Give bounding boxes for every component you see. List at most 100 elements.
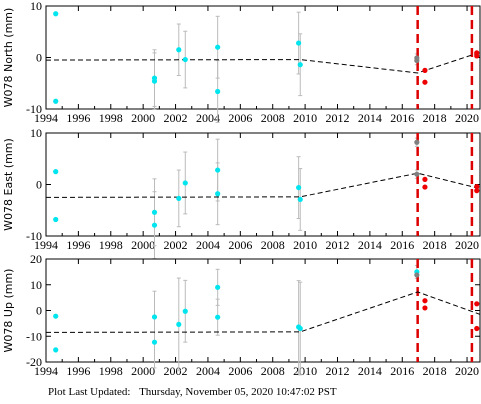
y-axis-label: W078 North (mm) (2, 8, 15, 108)
data-point (414, 272, 420, 278)
x-tick-label: 2010 (293, 111, 317, 125)
x-tick-label: 1994 (34, 364, 58, 378)
data-point (215, 284, 221, 290)
data-point (53, 98, 59, 104)
data-point (53, 347, 59, 353)
plot-frame (45, 132, 481, 237)
data-point (414, 57, 420, 64)
x-tick-label: 1998 (99, 238, 123, 252)
data-point (474, 53, 480, 59)
footer-label: Plot Last Updated: (48, 386, 131, 398)
x-tick-label: 2006 (228, 364, 252, 378)
y-tick-label: 20 (30, 252, 42, 266)
x-tick-label: 1996 (66, 111, 90, 125)
y-axis-label: W078 East (mm) (2, 138, 15, 231)
x-tick-label: 1998 (99, 111, 123, 125)
y-tick-label: 10 (30, 0, 42, 13)
x-tick-label: 2018 (423, 111, 447, 125)
data-point (176, 47, 182, 53)
x-tick-label: 2018 (423, 238, 447, 252)
data-point (151, 314, 158, 320)
data-point (474, 301, 480, 307)
x-tick-label: 2020 (455, 364, 479, 378)
model-line (45, 291, 481, 333)
data-point (422, 184, 428, 190)
x-tick-label: 2020 (455, 111, 479, 125)
data-point (215, 314, 221, 320)
data-point (414, 171, 420, 177)
x-tick-label: 2012 (325, 238, 349, 252)
data-point (474, 325, 480, 332)
x-tick-label: 2018 (423, 364, 447, 378)
y-axis-label: W078 Up (mm) (2, 269, 15, 353)
data-point (414, 139, 420, 145)
x-tick-label: 2006 (228, 111, 252, 125)
data-point (422, 79, 428, 85)
y-tick-label: 0 (36, 51, 42, 65)
x-tick-label: 2002 (164, 238, 188, 252)
data-point (422, 176, 428, 182)
data-point (296, 184, 302, 191)
x-tick-label: 2006 (228, 238, 252, 252)
data-point (182, 308, 188, 314)
data-point (151, 222, 158, 228)
x-tick-label: 2000 (131, 238, 155, 252)
data-point (182, 56, 188, 63)
x-tick-label: 1996 (66, 364, 90, 378)
y-tick-label: 0 (36, 304, 42, 318)
data-point (151, 78, 158, 84)
footer-timestamp: Thursday, November 05, 2020 10:47:02 PST (139, 386, 337, 398)
x-tick-label: 2016 (390, 238, 414, 252)
x-tick-label: 2016 (390, 111, 414, 125)
data-point (182, 180, 188, 186)
x-tick-label: 2014 (358, 111, 382, 125)
model-line (45, 172, 481, 198)
x-tick-label: 1996 (66, 238, 90, 252)
x-tick-label: 2012 (325, 364, 349, 378)
data-point (151, 339, 158, 345)
model-line (45, 51, 481, 74)
y-tick-label: -10 (26, 229, 42, 243)
x-tick-label: 1994 (34, 111, 58, 125)
data-point (422, 298, 428, 304)
x-tick-label: 2004 (196, 364, 220, 378)
data-point (215, 88, 221, 95)
data-point (53, 313, 59, 319)
data-point (474, 188, 480, 194)
x-tick-label: 2002 (164, 111, 188, 125)
panel-1: 1994 1996 1998 2000 2002 2004 2006 2008 2010 2012… (2, 0, 481, 125)
data-point (53, 216, 59, 223)
data-point (297, 196, 303, 203)
data-point (474, 183, 480, 190)
data-point (296, 40, 302, 46)
data-point (215, 167, 221, 173)
y-tick-label: -10 (26, 102, 42, 116)
data-point (297, 325, 303, 332)
data-point (422, 305, 428, 311)
data-point (53, 11, 59, 17)
data-point (215, 191, 221, 197)
plot-updated-footer: Plot Last Updated: Thursday, November 05… (48, 386, 343, 398)
y-tick-label: 10 (30, 278, 42, 292)
x-tick-label: 2020 (455, 238, 479, 252)
x-tick-label: 2010 (293, 238, 317, 252)
x-tick-label: 1998 (99, 364, 123, 378)
x-tick-label: 2008 (261, 238, 285, 252)
x-tick-label: 2014 (358, 238, 382, 252)
x-tick-label: 2000 (131, 364, 155, 378)
x-tick-label: 1994 (34, 238, 58, 252)
data-point (53, 169, 59, 175)
y-tick-label: -20 (26, 355, 42, 369)
data-point (176, 321, 182, 328)
x-tick-label: 2008 (261, 364, 285, 378)
x-tick-label: 2010 (293, 364, 317, 378)
x-tick-label: 2004 (196, 238, 220, 252)
y-tick-label: -10 (26, 329, 42, 343)
y-tick-label: 10 (30, 126, 42, 140)
panel-2: 1994 1996 1998 2000 2002 2004 2006 2008 2010 2012… (2, 126, 481, 260)
data-point (422, 67, 428, 73)
data-point (176, 195, 182, 202)
x-tick-label: 2004 (196, 111, 220, 125)
data-point (297, 62, 303, 68)
